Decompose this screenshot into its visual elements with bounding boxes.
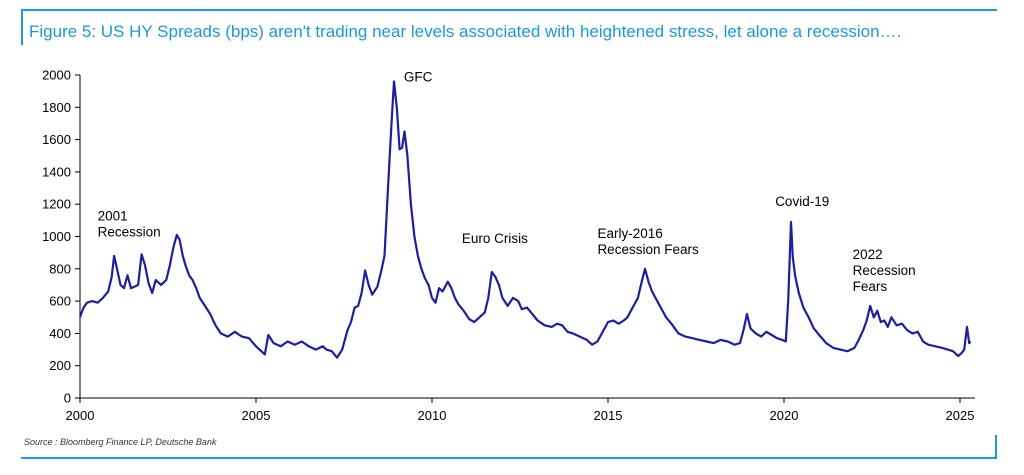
y-tick-label: 1800 [42,100,71,115]
y-tick-label: 1400 [42,164,71,179]
y-tick-label: 800 [49,261,71,276]
series-line [78,80,972,359]
y-tick-label: 1000 [42,229,71,244]
frame-bottom-rule [21,457,997,459]
y-tick-label: 0 [64,391,71,406]
frame-top-rule [21,9,997,11]
x-tick-label: 2015 [594,408,623,423]
annotation-label: Covid-19 [775,194,829,209]
y-tick-label: 1600 [42,132,71,147]
x-tick-label: 2005 [242,408,271,423]
chart-annotations: 2001 Recession GFC Euro Crisis Early-2016 Rec… [98,69,916,294]
y-tick-label: 1200 [42,197,71,212]
annotation-label: 2001 Recession [98,208,161,239]
y-tick-label: 400 [49,326,71,341]
x-tick-label: 2010 [418,408,447,423]
x-axis-ticks: 2000 2005 2010 2015 2020 2025 [66,398,975,423]
annotation-label: GFC [404,69,433,84]
annotation-label: Euro Crisis [462,231,528,246]
x-tick-label: 2025 [946,408,975,423]
source-note: Source : Bloomberg Finance LP, Deutsche … [24,437,217,447]
y-tick-label: 600 [49,294,71,309]
y-tick-label: 200 [49,358,71,373]
x-tick-label: 2000 [66,408,95,423]
frame-left-rule [21,9,23,45]
chart-title: Figure 5: US HY Spreads (bps) aren't tra… [29,22,902,41]
y-tick-label: 2000 [42,68,71,83]
annotation-label: 2022 Recession Fears [853,247,916,294]
annotation-label: Early-2016 Recession Fears [597,226,699,257]
y-axis-ticks: 0 200 400 600 800 1000 1200 1400 1600 1800 2000 [42,68,80,406]
x-tick-label: 2020 [770,408,799,423]
frame-right-rule [995,435,997,459]
